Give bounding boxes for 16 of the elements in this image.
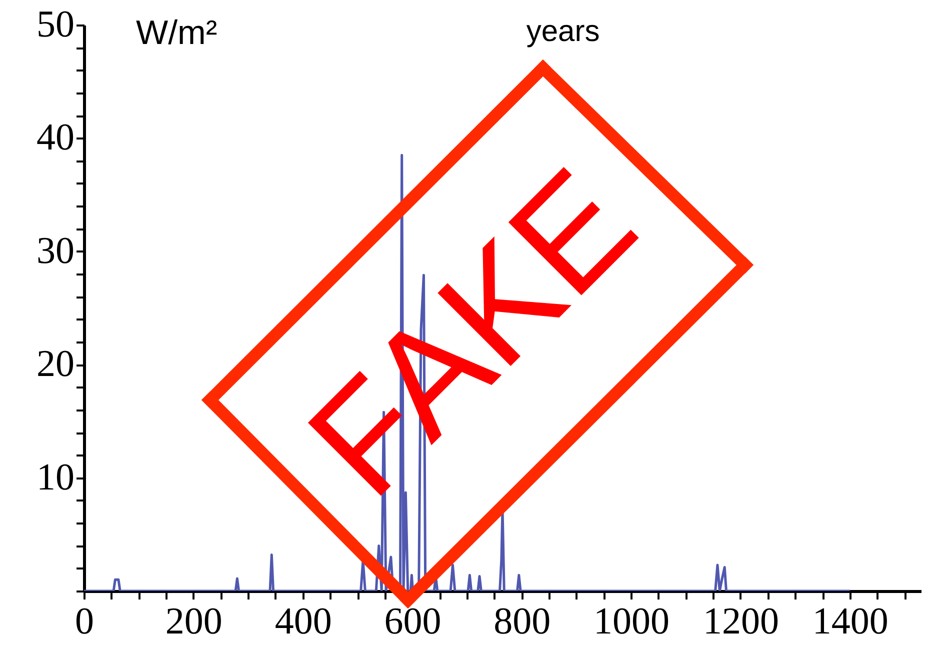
y-tick-label: 30 [36,230,74,272]
x-axis-title: years [526,15,600,48]
x-tick-label: 1200 [702,600,779,642]
x-tick-label: 1000 [594,600,670,642]
x-tick-label: 800 [494,600,551,642]
y-axis-title: W/m² [136,14,218,52]
x-tick-label: 0 [75,600,94,642]
x-tick-label: 400 [274,600,332,642]
line-series [84,154,852,591]
y-tick-label: 40 [36,116,74,159]
x-tick-label: 1400 [812,600,888,642]
x-tick-label: 200 [165,600,222,642]
y-tick-label: 10 [36,456,74,498]
x-tick-label: 600 [384,600,442,642]
y-tick-label: 50 [36,4,74,46]
y-tick-label: 20 [36,343,74,386]
